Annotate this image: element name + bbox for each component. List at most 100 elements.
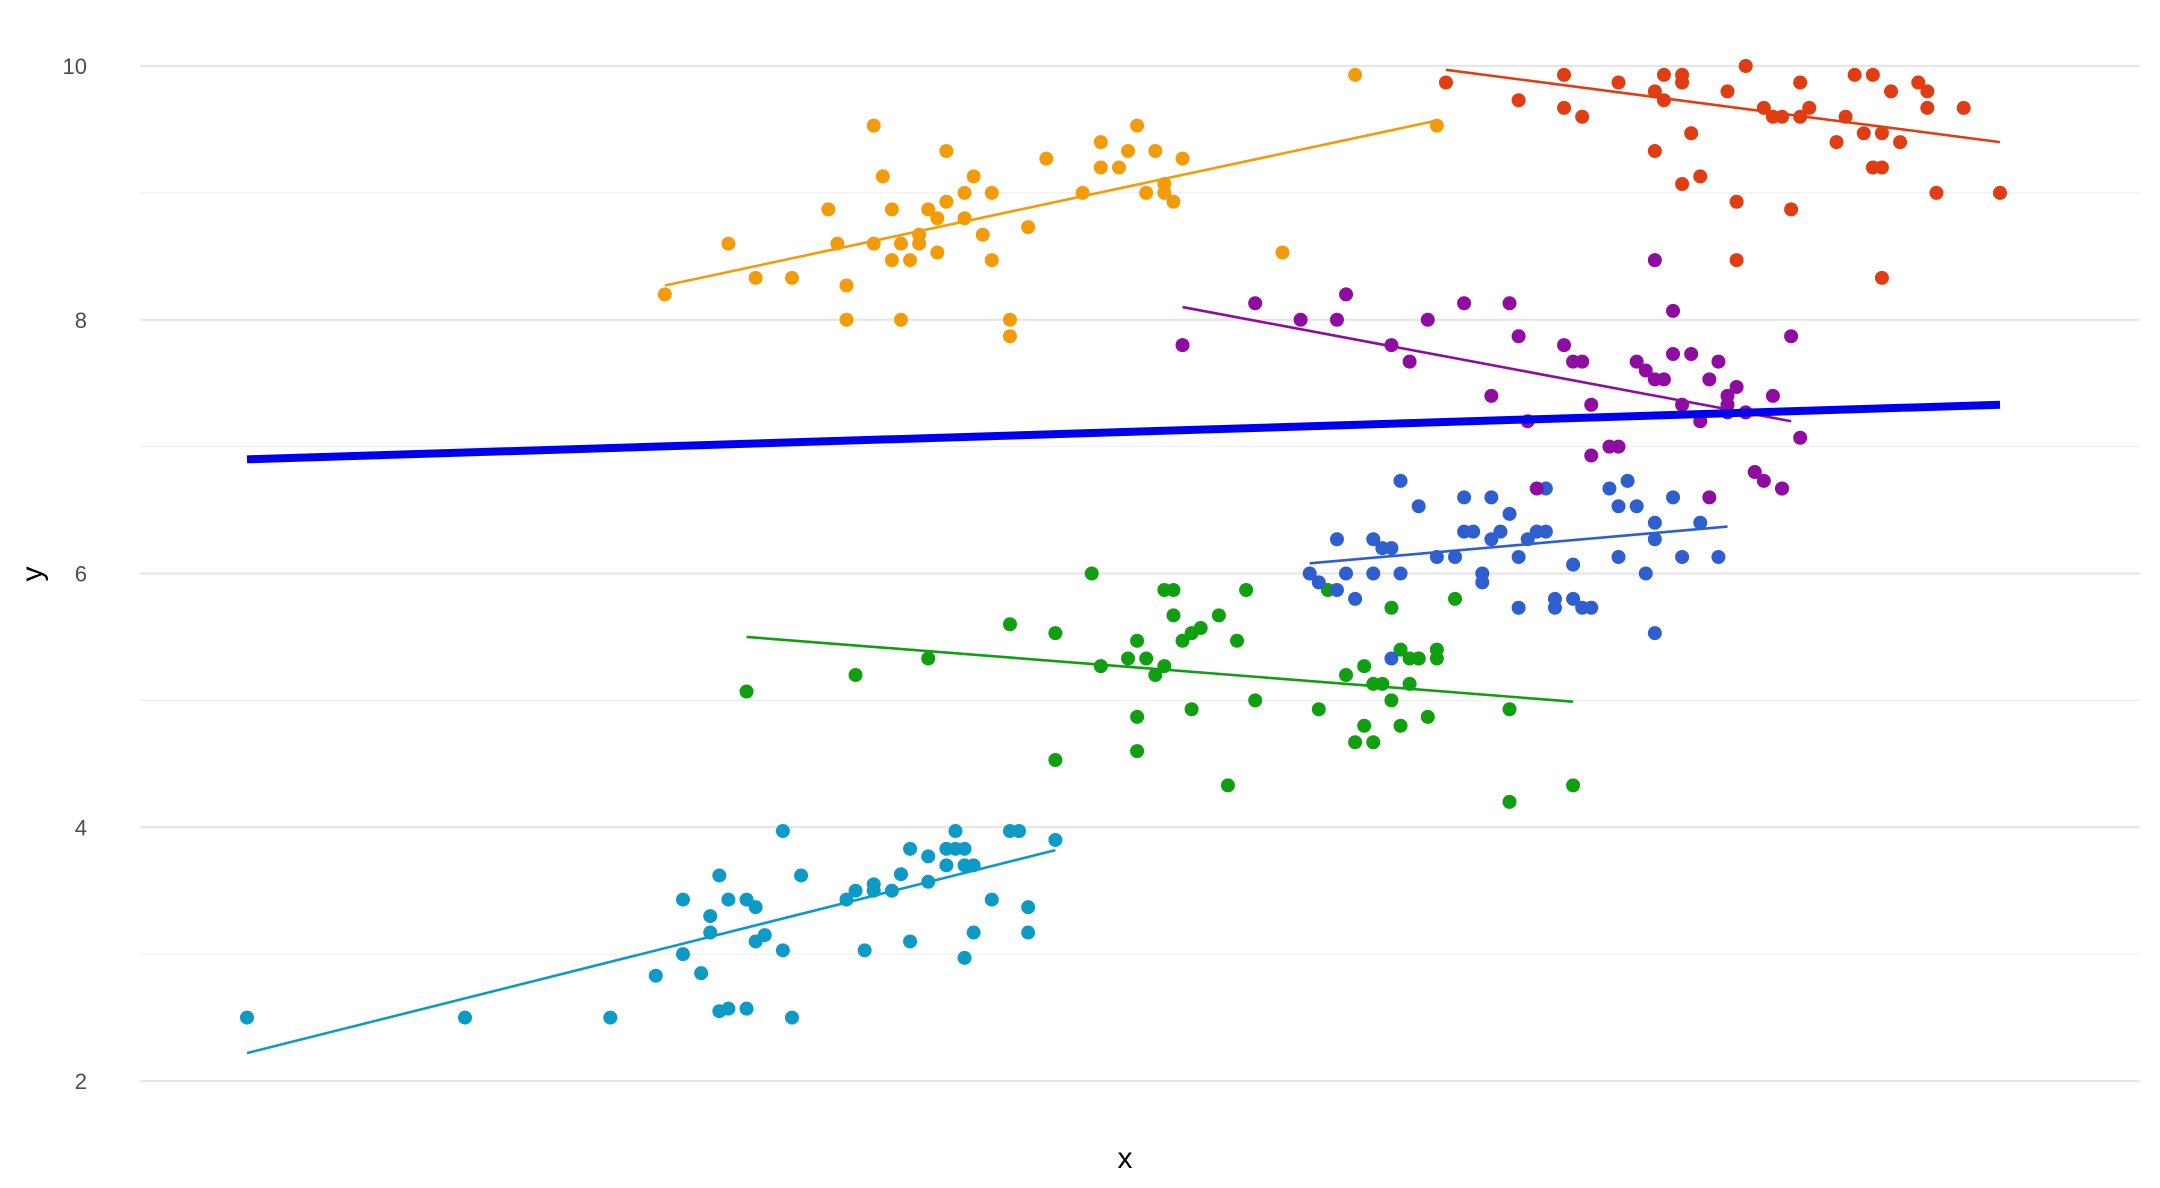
series-3-point [1429, 550, 1444, 565]
series-4-point [830, 236, 845, 251]
series-4-fit-line [664, 119, 1438, 287]
series-5-point [1647, 253, 1662, 268]
series-4-point [866, 118, 881, 133]
series-5-point [1484, 388, 1499, 403]
series-6-point [1729, 253, 1744, 268]
series-4-point [921, 202, 936, 217]
series-4-point [748, 270, 763, 285]
series-5-point [1402, 354, 1417, 369]
series-6-point [1656, 67, 1671, 82]
series-5-point [1293, 312, 1308, 327]
series-3-point [1457, 490, 1472, 505]
series-2-point [1130, 744, 1145, 759]
series-4-point [1121, 144, 1136, 159]
series-fit-lines [246, 68, 2001, 1055]
series-3-point [1647, 626, 1662, 641]
series-5-point [1529, 481, 1544, 496]
series-2-point [1311, 702, 1326, 717]
y-tick-label: 10 [63, 54, 87, 79]
series-5-fit-line [1182, 305, 1792, 423]
series-4-point [1348, 67, 1363, 82]
series-1-point [675, 892, 690, 907]
series-2-point [1384, 693, 1399, 708]
series-2-point [1121, 651, 1136, 666]
series-6-point [1684, 126, 1699, 141]
series-6-point [1874, 160, 1889, 175]
series-6-point [1856, 126, 1871, 141]
series-6-point [1793, 109, 1808, 124]
series-2-point [1393, 642, 1408, 657]
series-3-point [1629, 499, 1644, 514]
series-3-point [1393, 566, 1408, 581]
series-1-point [721, 1001, 736, 1016]
series-2-point [1366, 735, 1381, 750]
series-4-point [1075, 185, 1090, 200]
series-6-point [1956, 100, 1971, 115]
series-4-point [1093, 135, 1108, 150]
series-4-point [939, 194, 954, 209]
series-1-point [457, 1010, 472, 1025]
series-2-point [1166, 582, 1181, 597]
series-3-point [1475, 566, 1490, 581]
series-2-point [739, 684, 754, 699]
series-4-point [939, 144, 954, 159]
series-2-point [1429, 642, 1444, 657]
series-1-point [903, 934, 918, 949]
series-3-point [1466, 524, 1481, 539]
series-6-point [1838, 109, 1853, 124]
series-6-point [1720, 84, 1735, 99]
series-2-point [1566, 778, 1581, 793]
series-6-point [1884, 84, 1899, 99]
x-axis-title: x [1118, 1142, 1133, 1175]
series-2-point [1402, 676, 1417, 691]
series-3-point [1329, 582, 1344, 597]
series-3-point [1547, 600, 1562, 615]
series-5-point [1248, 296, 1263, 311]
series-4-point [821, 202, 836, 217]
series-2-point [1502, 794, 1517, 809]
series-5-point [1584, 448, 1599, 463]
series-6-point [1784, 202, 1799, 217]
series-4-point [1175, 151, 1190, 166]
series-4-point [1093, 160, 1108, 175]
series-4-point [839, 312, 854, 327]
series-3-point [1411, 499, 1426, 514]
series-3-fit-line [1309, 525, 1728, 565]
series-4-point [984, 185, 999, 200]
series-1-point [1021, 900, 1036, 915]
series-3-point [1584, 600, 1599, 615]
series-2-point [1002, 617, 1017, 632]
series-6-point [1775, 109, 1790, 124]
series-2-point [1166, 608, 1181, 623]
series-2-point [921, 651, 936, 666]
overall-fit-line [246, 400, 2001, 464]
series-1-point [848, 883, 863, 898]
series-3-point [1566, 557, 1581, 572]
series-3-point [1675, 550, 1690, 565]
series-5-point [1656, 372, 1671, 387]
series-3-point [1511, 550, 1526, 565]
series-2-point [1220, 778, 1235, 793]
series-4-point [1002, 312, 1017, 327]
series-5-point [1684, 347, 1699, 362]
y-axis-title: y [16, 567, 49, 582]
series-2-point [1048, 626, 1063, 641]
series-1-point [648, 968, 663, 983]
series-1-point [866, 883, 881, 898]
series-3-point [1448, 550, 1463, 565]
series-4-point [1021, 220, 1036, 235]
series-4-point [1148, 144, 1163, 159]
series-1-point [966, 858, 981, 873]
series-5-point [1793, 430, 1808, 445]
series-1-point [966, 925, 981, 940]
series-5-point [1175, 338, 1190, 353]
series-1-point [240, 1010, 254, 1025]
series-6-point [1993, 185, 2007, 200]
y-tick-label: 4 [75, 815, 87, 840]
series-2-point [1420, 709, 1435, 724]
series-3-point [1339, 566, 1354, 581]
series-5-point [1756, 473, 1771, 488]
series-6-point [1647, 84, 1662, 99]
series-3-point [1366, 532, 1381, 547]
